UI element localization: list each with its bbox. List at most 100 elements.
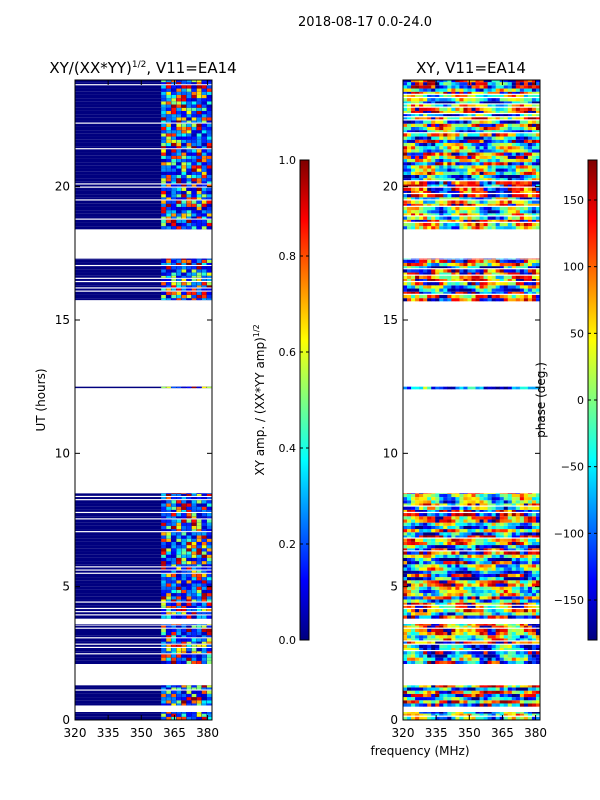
heatmap-cell [191,548,197,552]
heatmap-cell [407,190,412,193]
heatmap-cell [535,493,540,498]
heatmap-cell [439,529,444,533]
heatmap-cell [427,181,432,185]
heatmap-cell [451,213,456,216]
heatmap-cell [487,203,492,206]
heatmap-cell [467,288,472,292]
heatmap-cell [176,136,182,140]
heatmap-cell [181,567,187,570]
heatmap-cell [196,641,202,644]
heatmap-cell [511,564,517,568]
heatmap-cell [463,624,468,626]
heatmap-cell [206,258,212,260]
heatmap-cell [491,712,496,714]
heatmap-cell [527,493,533,494]
heatmap-cell [459,602,464,605]
heatmap-cell [463,152,468,156]
heatmap-cell [535,142,540,147]
heatmap-cell [447,583,452,587]
heatmap-cell [507,190,513,193]
heatmap-cell [475,654,480,658]
heatmap-cell [419,687,424,691]
heatmap-cell [171,638,177,642]
heatmap-cell [186,110,192,115]
heatmap-cell [161,104,166,108]
heatmap-cell [186,178,192,182]
heatmap-cell [191,690,197,694]
heatmap-cell [495,548,501,551]
heatmap-cell [463,567,468,571]
heatmap-cell [201,222,207,227]
heatmap-cell [171,557,177,562]
heatmap-cell [435,500,440,504]
heatmap-cell [463,651,468,655]
heatmap-cell [186,697,192,701]
heatmap-cell [181,216,187,219]
heatmap-cell [507,506,513,510]
heatmap-cell [519,210,525,214]
heatmap-cell [443,178,448,181]
heatmap-cell [519,651,525,655]
heatmap-cell [515,158,521,163]
heatmap-cell [191,91,197,95]
heatmap-cell [487,660,492,664]
heatmap-cell [403,538,408,542]
heatmap-cell [535,210,540,214]
heatmap-cell [191,197,197,200]
heatmap-cell [176,120,182,123]
heatmap-cell [415,142,420,147]
heatmap-cell [467,291,472,294]
heatmap-cell [475,687,480,691]
heatmap-cell [181,155,187,159]
heatmap-cell [483,641,488,644]
heatmap-cell [443,525,448,530]
heatmap-cell [499,557,505,562]
heatmap-cell [435,628,440,632]
heatmap-cell [191,529,197,532]
heatmap-cell [483,596,488,600]
heatmap-cell [439,703,444,707]
heatmap-cell [471,641,476,644]
heatmap-cell [467,152,472,156]
heatmap-cell [511,258,517,260]
heatmap-cell [519,288,525,292]
heatmap-cell [495,158,501,163]
heatmap-cell [451,561,456,565]
heatmap-cell [523,503,529,506]
heatmap-cell [171,110,177,115]
heatmap-cell [511,660,517,664]
heatmap-cell [523,259,529,263]
heatmap-cell [471,632,476,636]
heatmap-cell [75,130,212,134]
heatmap-cell [411,171,416,175]
heatmap-cell [495,294,501,299]
heatmap-cell [507,638,513,641]
heatmap-cell [499,660,505,664]
heatmap-cell [415,226,420,230]
heatmap-cell [495,298,501,302]
heatmap-cell [523,564,529,568]
heatmap-cell [447,545,452,549]
heatmap-cell [499,570,505,574]
heatmap-cell [479,178,484,181]
heatmap-cell [535,503,540,506]
heatmap-cell [483,551,488,555]
heatmap-cell [427,146,432,150]
heatmap-cell [443,216,448,220]
heatmap-cell [161,506,166,510]
heatmap-cell [427,693,432,698]
heatmap-cell [487,700,492,704]
heatmap-cell [206,602,212,606]
heatmap-cell [475,222,480,227]
heatmap-cell [161,685,166,688]
heatmap-cell [201,545,207,549]
heatmap-cell [523,660,529,664]
heatmap-cell [523,690,529,694]
heatmap-cell [435,525,440,530]
heatmap-cell [503,142,509,147]
heatmap-cell [463,155,468,159]
heatmap-cell [423,203,428,206]
heatmap-cell [196,596,202,600]
heatmap-cell [201,294,207,299]
heatmap-cell [206,197,212,200]
